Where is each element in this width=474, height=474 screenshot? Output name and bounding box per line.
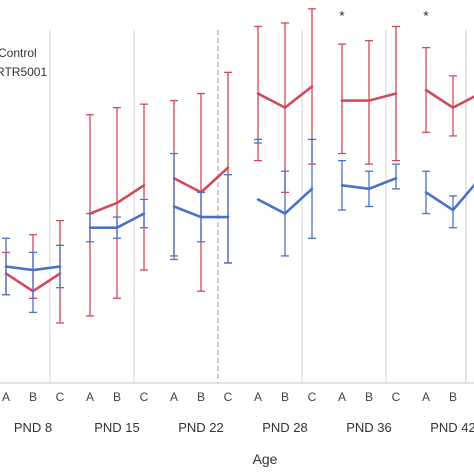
x-tick-label: C <box>140 390 149 404</box>
series-line-rtr5001 <box>172 205 230 219</box>
x-tick-label: C <box>224 390 233 404</box>
series-line-control <box>88 184 146 215</box>
x-tick-label: B <box>29 390 37 404</box>
x-axis-title: Age <box>253 451 278 467</box>
x-tick-label: B <box>113 390 121 404</box>
series-line-rtr5001 <box>340 176 398 191</box>
group-label: PND 36 <box>346 420 392 435</box>
group-label: PND 8 <box>14 420 52 435</box>
significance-marker: * <box>255 0 261 6</box>
x-tick-label: A <box>254 390 262 404</box>
x-tick-label: A <box>86 390 94 404</box>
series-line-rtr5001 <box>4 265 62 272</box>
legend: Control RTR5001 <box>0 46 47 79</box>
significance-marker: * <box>339 7 345 23</box>
series-line-control <box>256 85 314 109</box>
x-tick-label: B <box>449 390 457 404</box>
chart-marks <box>2 8 474 324</box>
x-tick-label: B <box>365 390 373 404</box>
group-label: PND 15 <box>94 420 140 435</box>
series-line-rtr5001 <box>256 187 314 215</box>
x-tick-label: A <box>170 390 178 404</box>
x-tick-label: B <box>281 390 289 404</box>
group-label: PND 22 <box>178 420 224 435</box>
legend-item-rtr5001: RTR5001 <box>0 65 47 79</box>
significance-marker: * <box>423 7 429 23</box>
x-tick-label: A <box>2 390 10 404</box>
x-tick-label: B <box>197 390 205 404</box>
chart-labels: A B C PND 8 A B C PND 15 A B C PND 22 * A B C PND 28 * A B C… <box>2 0 474 435</box>
chart-frame <box>0 30 474 384</box>
legend-item-control: Control <box>0 46 37 60</box>
x-tick-label: C <box>56 390 65 404</box>
series-line-control <box>340 92 398 102</box>
x-tick-label: C <box>308 390 317 404</box>
group-label: PND 42 <box>430 420 474 435</box>
group-label: PND 28 <box>262 420 308 435</box>
series-line-control <box>424 88 474 109</box>
x-tick-label: C <box>392 390 401 404</box>
x-tick-label: A <box>338 390 346 404</box>
x-tick-label: A <box>422 390 430 404</box>
series-line-rtr5001 <box>88 212 146 229</box>
series-line-rtr5001 <box>424 183 474 212</box>
